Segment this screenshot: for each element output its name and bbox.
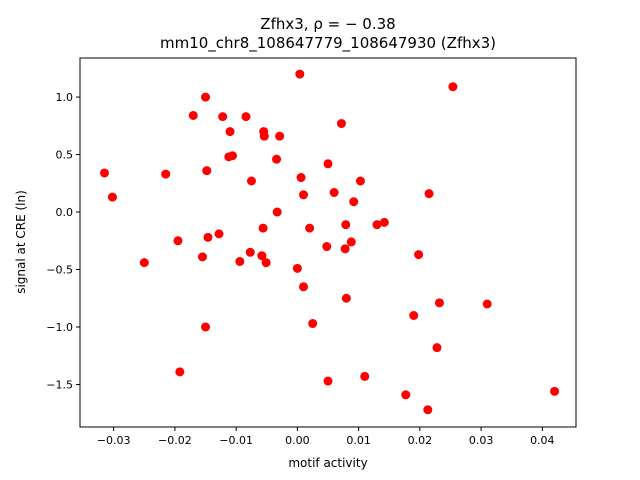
chart-title-line-2: mm10_chr8_108647779_108647930 (Zfhx3) [160, 34, 496, 53]
data-point [308, 319, 318, 329]
data-point [259, 131, 269, 141]
y-tick-label: −1.5 [46, 378, 73, 391]
x-tick-label: −0.03 [97, 434, 131, 447]
data-point [227, 151, 237, 161]
data-point [225, 127, 235, 137]
data-point [257, 251, 267, 261]
x-tick-label: 0.02 [408, 434, 433, 447]
data-point [246, 176, 256, 186]
data-point [346, 237, 356, 247]
data-point [203, 232, 213, 242]
data-point [202, 166, 212, 176]
x-tick-label: 0.04 [530, 434, 555, 447]
x-axis-label: motif activity [288, 456, 367, 470]
data-point [336, 119, 346, 129]
data-point [201, 322, 211, 332]
data-point [329, 188, 339, 197]
data-point [401, 390, 411, 400]
data-point [161, 169, 171, 179]
x-tick-label: 0.01 [346, 434, 371, 447]
data-point [275, 131, 285, 141]
data-point [448, 82, 458, 92]
y-tick-label: −1.0 [46, 321, 73, 334]
data-point [299, 282, 309, 292]
data-point [360, 371, 370, 381]
data-point [349, 197, 359, 207]
data-point [214, 229, 224, 239]
data-point [424, 189, 434, 199]
data-point [197, 252, 207, 262]
data-point [409, 311, 419, 320]
data-point [175, 367, 185, 377]
data-point [173, 236, 183, 246]
data-point [272, 154, 282, 164]
data-point [139, 258, 149, 268]
x-tick-label: 0.00 [285, 434, 310, 447]
data-point [434, 298, 444, 308]
data-point [372, 220, 382, 230]
data-points [99, 69, 560, 415]
data-point [341, 220, 351, 230]
y-tick-label: 0.0 [56, 206, 74, 219]
data-point [414, 250, 424, 260]
y-axis-label: signal at CRE (ln) [14, 190, 28, 294]
chart-title-line-1: Zfhx3, ρ = − 0.38 [260, 15, 395, 33]
data-point [201, 92, 211, 102]
data-point [261, 258, 271, 268]
data-point [550, 386, 560, 396]
data-point [296, 173, 306, 183]
data-point [299, 190, 309, 200]
data-point [340, 244, 350, 254]
data-point [272, 207, 282, 217]
y-tick-label: 0.5 [56, 149, 74, 162]
data-point [235, 256, 245, 266]
data-point [305, 223, 315, 233]
data-point [245, 247, 255, 257]
data-point [188, 110, 198, 120]
data-point [355, 176, 365, 186]
data-point [258, 223, 268, 233]
data-point [323, 376, 333, 386]
x-tick-label: −0.01 [219, 434, 253, 447]
y-axis-ticks: 1.0 0.5 0.0 −0.5 −1.0 −1.5 [46, 91, 80, 391]
x-axis-ticks: −0.03 −0.02 −0.01 0.00 0.01 0.02 0.03 0.04 [97, 427, 555, 447]
x-tick-label: 0.03 [469, 434, 494, 447]
data-point [322, 242, 332, 252]
data-point [99, 168, 109, 178]
y-tick-label: 1.0 [56, 91, 74, 104]
data-point [107, 192, 117, 202]
data-point [292, 263, 302, 273]
data-point [379, 217, 389, 227]
data-point [482, 299, 492, 309]
x-tick-label: −0.02 [158, 434, 192, 447]
data-point [241, 112, 251, 122]
data-point [295, 69, 305, 79]
data-point [423, 405, 433, 415]
data-point [432, 343, 442, 353]
y-tick-label: −0.5 [46, 264, 73, 277]
data-point [341, 293, 351, 303]
plot-frame [79, 57, 577, 428]
data-point [218, 112, 228, 122]
data-point [323, 159, 333, 169]
